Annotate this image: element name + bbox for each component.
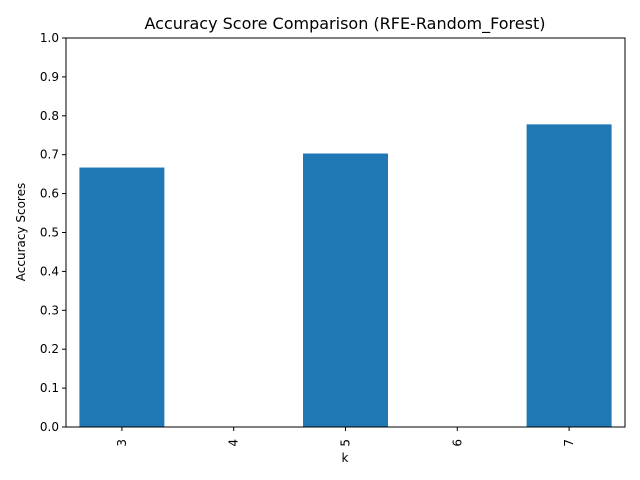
bar-3 <box>79 167 165 428</box>
x-tick-label: 5 <box>339 439 353 447</box>
y-tick-label: 0.6 <box>40 187 59 201</box>
y-tick-label: 0.4 <box>40 264 59 278</box>
y-tick-label: 0.7 <box>40 148 59 162</box>
y-axis-label: Accuracy Scores <box>14 183 28 281</box>
bar-5 <box>303 153 388 427</box>
x-tick-label: 7 <box>562 439 576 447</box>
y-tick-label: 0.9 <box>40 70 59 84</box>
bar-7 <box>526 124 612 428</box>
chart-title: Accuracy Score Comparison (RFE-Random_Fo… <box>145 14 546 34</box>
x-tick-label: 6 <box>450 439 464 447</box>
y-tick-label: 0.8 <box>40 109 59 123</box>
y-tick-label: 0.5 <box>40 226 59 240</box>
bars-group <box>79 124 612 428</box>
y-tick-label: 0.3 <box>40 303 59 317</box>
y-tick-label: 1.0 <box>40 31 59 45</box>
y-tick-label: 0.1 <box>40 381 59 395</box>
x-tick-label: 4 <box>227 439 241 447</box>
y-axis: 0.0 0.1 0.2 0.3 0.4 0.5 0.6 0.7 0.8 0.9 1.0 <box>40 31 66 434</box>
x-tick-label: 3 <box>115 439 129 447</box>
x-axis: 3 4 5 6 7 <box>115 427 576 447</box>
y-tick-label: 0.2 <box>40 342 59 356</box>
x-axis-label: k <box>342 451 349 465</box>
y-tick-label: 0.0 <box>40 420 59 434</box>
